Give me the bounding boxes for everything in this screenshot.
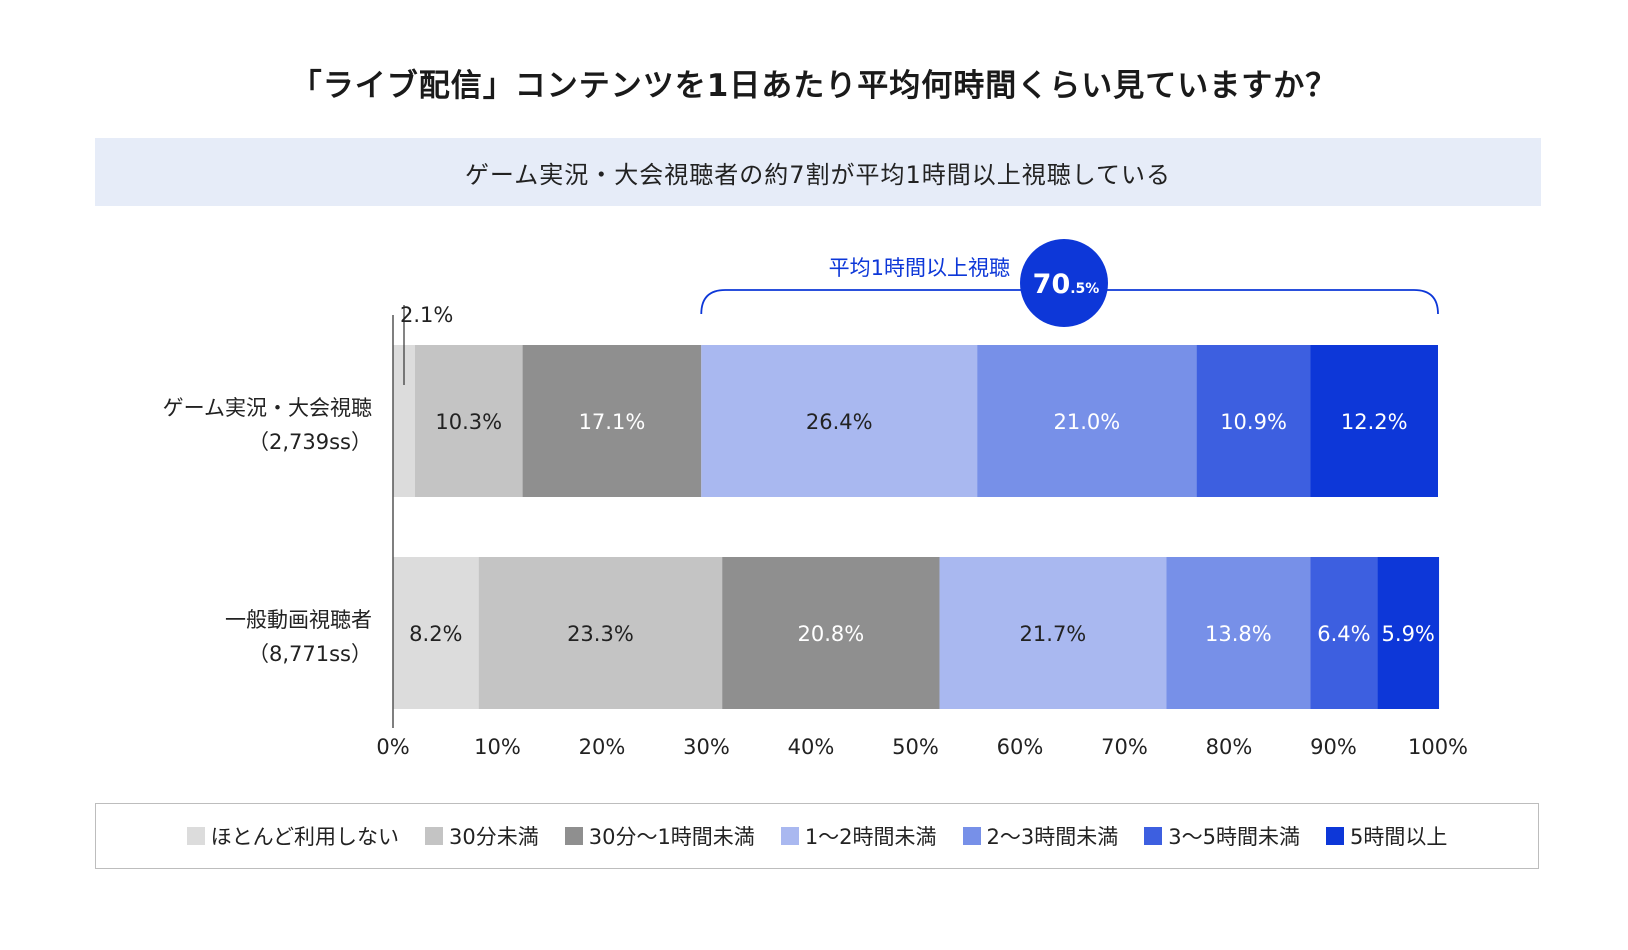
bar-segment	[1196, 345, 1311, 497]
data-label: 10.9%	[1220, 410, 1287, 434]
data-label: 20.8%	[797, 622, 864, 646]
annotation-value-sub: .5%	[1070, 281, 1099, 297]
legend-swatch	[962, 827, 981, 845]
x-tick-label: 80%	[1206, 735, 1253, 759]
stacked-bar-chart: 2.1% 10.3% 17.1% 26.4% 21.0% 10.9% 12.2% ゲーム実況・…	[163, 239, 1468, 759]
x-tick-label: 40%	[788, 735, 835, 759]
legend: ほとんど利用しない 30分未満 30分〜1時間未満 1〜2時間未満 2〜3時間未満 3〜5…	[95, 803, 1539, 869]
subtitle-band: ゲーム実況・大会視聴者の約7割が平均1時間以上視聴している	[95, 138, 1541, 206]
data-label: 21.0%	[1054, 410, 1121, 434]
bar-segment	[1166, 557, 1311, 709]
data-label: 6.4%	[1317, 622, 1370, 646]
legend-swatch	[186, 827, 205, 845]
legend-swatch	[780, 827, 799, 845]
bar-segment	[478, 557, 723, 709]
annotation-circle	[1020, 239, 1108, 327]
data-label: 21.7%	[1020, 622, 1087, 646]
bar-segment	[414, 345, 523, 497]
legend-item: 5時間以上	[1326, 821, 1447, 851]
annotation-value: 70.5%	[1033, 269, 1100, 300]
legend-item: 1〜2時間未満	[780, 821, 937, 851]
x-tick-label: 100%	[1408, 735, 1468, 759]
legend-label: 1〜2時間未満	[804, 825, 937, 849]
legend-label: 30分〜1時間未満	[588, 825, 755, 849]
x-tick-label: 90%	[1310, 735, 1357, 759]
legend-item: ほとんど利用しない	[186, 821, 399, 851]
category-label: 一般動画視聴者	[225, 608, 372, 632]
legend-item: 30分未満	[424, 821, 539, 851]
legend-swatch	[564, 827, 583, 845]
legend-label: 2〜3時間未満	[986, 825, 1119, 849]
data-label: 10.3%	[435, 410, 502, 434]
x-tick-label: 10%	[474, 735, 521, 759]
category-label: ゲーム実況・大会視聴	[163, 396, 372, 420]
bar-segment	[1310, 557, 1378, 709]
category-sublabel: （2,739ss）	[248, 430, 372, 454]
legend-swatch	[1144, 827, 1163, 845]
bar-segment	[1310, 345, 1438, 497]
x-tick-label: 0%	[376, 735, 409, 759]
legend-label: 5時間以上	[1350, 825, 1448, 849]
x-tick-label: 50%	[892, 735, 939, 759]
chart-title: 「ライブ配信」コンテンツを1日あたり平均何時間くらい見ていますか？	[290, 68, 1338, 104]
bar-segment	[393, 557, 479, 709]
legend-item: 3〜5時間未満	[1144, 821, 1300, 851]
bar-segment	[393, 345, 415, 497]
bar-segment	[977, 345, 1197, 497]
subtitle-text: ゲーム実況・大会視聴者の約7割が平均1時間以上視聴している	[464, 160, 1172, 189]
data-label: 26.4%	[806, 410, 873, 434]
x-tick-label: 70%	[1101, 735, 1148, 759]
data-label: 2.1%	[400, 303, 453, 327]
data-label: 12.2%	[1341, 410, 1408, 434]
x-tick-label: 20%	[579, 735, 626, 759]
x-tick-label: 30%	[683, 735, 730, 759]
bar-segment	[522, 345, 702, 497]
legend-swatch	[424, 827, 443, 845]
annotation-text: 平均1時間以上視聴	[829, 256, 1010, 280]
bar-segment	[1377, 557, 1440, 709]
bar-segment	[939, 557, 1167, 709]
legend-item: 30分〜1時間未満	[564, 821, 755, 851]
annotation-value-main: 70	[1033, 269, 1071, 300]
x-tick-label: 60%	[997, 735, 1044, 759]
category-sublabel: （8,771ss）	[248, 642, 372, 666]
legend-label: 3〜5時間未満	[1168, 825, 1301, 849]
bar-segment	[722, 557, 940, 709]
legend-label: ほとんど利用しない	[210, 825, 399, 849]
data-label: 23.3%	[567, 622, 634, 646]
legend-swatch	[1326, 827, 1345, 845]
data-label: 17.1%	[579, 410, 646, 434]
bar-segment	[701, 345, 978, 497]
data-label: 8.2%	[409, 622, 462, 646]
legend-label: 30分未満	[448, 825, 539, 849]
data-label: 13.8%	[1205, 622, 1272, 646]
data-label: 5.9%	[1382, 622, 1435, 646]
legend-item: 2〜3時間未満	[962, 821, 1119, 851]
